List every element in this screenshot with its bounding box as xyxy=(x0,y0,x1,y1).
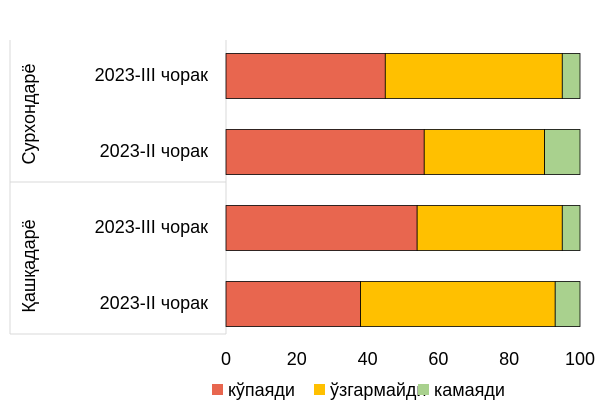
bar-segment xyxy=(561,53,581,99)
bar-segment xyxy=(416,205,563,251)
x-tick-label: 20 xyxy=(287,349,307,369)
bar-segment xyxy=(384,53,563,99)
legend-label: ўзгармайди xyxy=(330,380,426,400)
bar-segment xyxy=(225,205,418,251)
x-tick-label: 40 xyxy=(358,349,378,369)
legend-label: кўпаяди xyxy=(228,380,295,400)
legend-swatch xyxy=(212,384,223,395)
bar-segment xyxy=(225,129,425,175)
bar-segment xyxy=(360,281,556,327)
bar-segment xyxy=(554,281,581,327)
legend-swatch xyxy=(418,384,429,395)
y-tick-label: 2023-III чорак xyxy=(95,65,208,85)
legend-swatch xyxy=(314,384,325,395)
bar-segment xyxy=(544,129,581,175)
group-label: Сурхондарё xyxy=(19,64,39,165)
legend-label: камаяди xyxy=(434,380,505,400)
x-tick-label: 60 xyxy=(428,349,448,369)
bar-segment xyxy=(225,53,386,99)
y-tick-label: 2023-II чорак xyxy=(100,293,208,313)
y-tick-label: 2023-II чорак xyxy=(100,141,208,161)
x-tick-label: 0 xyxy=(221,349,231,369)
x-tick-label: 80 xyxy=(499,349,519,369)
y-tick-label: 2023-III чорак xyxy=(95,217,208,237)
group-label: Қашқадарё xyxy=(19,219,39,312)
bar-segment xyxy=(423,129,545,175)
bar-segment xyxy=(561,205,581,251)
x-tick-label: 100 xyxy=(565,349,595,369)
bar-segment xyxy=(225,281,361,327)
